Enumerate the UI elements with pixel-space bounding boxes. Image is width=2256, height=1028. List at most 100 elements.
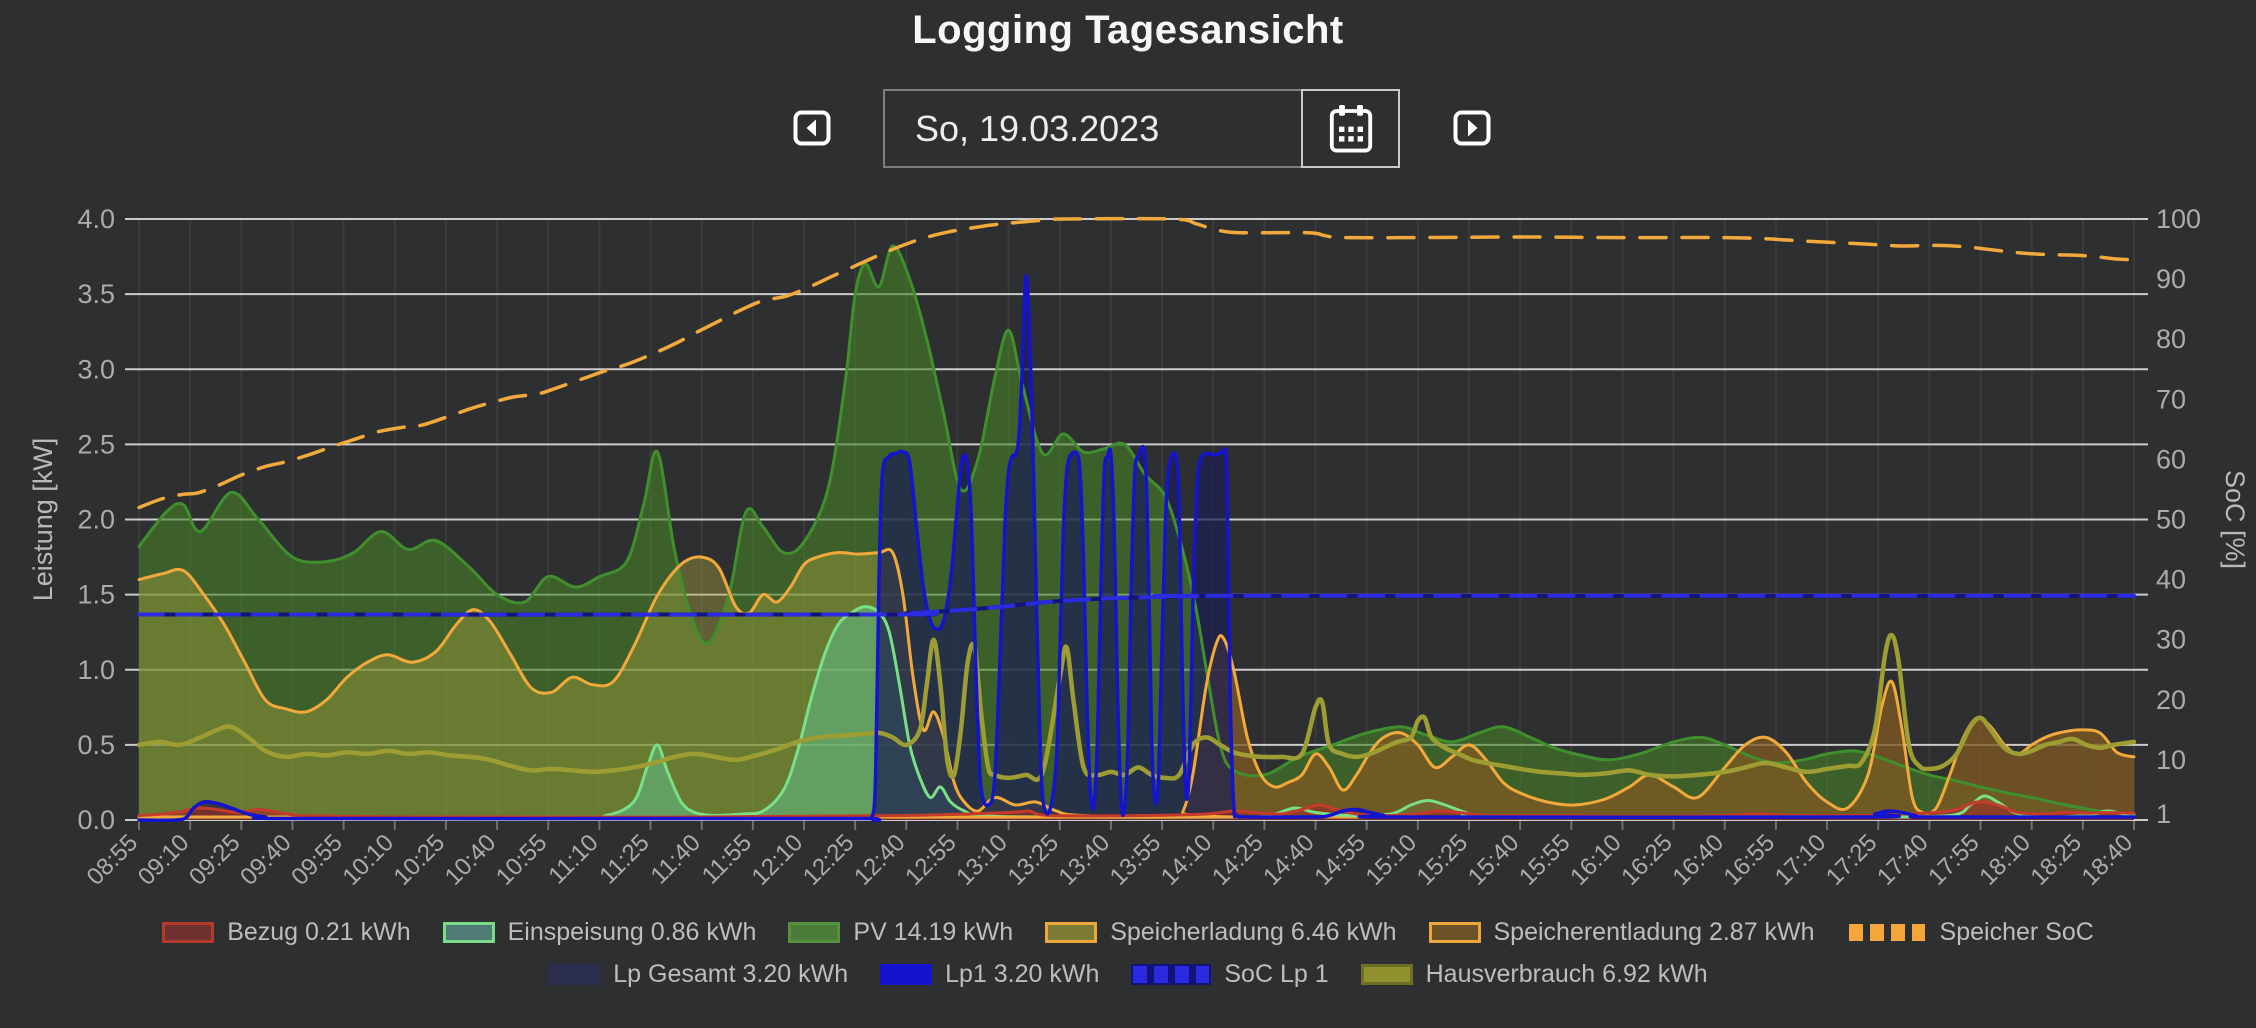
legend-swatch-speicherladung	[1045, 922, 1098, 943]
legend-row-1: Bezug 0.21 kWh Einspeisung 0.86 kWh PV 14.…	[162, 918, 2094, 947]
soc-tick-label: 80	[2156, 324, 2186, 354]
plot-area	[137, 216, 2136, 822]
legend-swatch-bezug	[162, 922, 215, 943]
x-tick-label: 09:40	[235, 829, 297, 891]
legend-swatch-lp1	[880, 964, 933, 985]
calendar-icon	[1329, 104, 1372, 153]
soc-tick-label: 70	[2156, 384, 2186, 414]
series-line-bezug	[137, 800, 2136, 819]
legend-label-einspeisung: Einspeisung 0.86 kWh	[507, 918, 757, 946]
series-fill-speicherladung	[139, 549, 2134, 820]
kw-tick-label: 0.5	[77, 730, 115, 760]
x-tick-label: 14:10	[1156, 829, 1218, 891]
next-day-button[interactable]	[1453, 110, 1491, 146]
right-axis-title: SoC [%]	[2220, 470, 2250, 569]
x-tick-label: 16:25	[1616, 829, 1678, 891]
x-tick-label: 11:25	[594, 829, 654, 889]
legend-swatch-hausverbrauch	[1360, 964, 1413, 985]
x-tick-label: 18:25	[2025, 829, 2087, 891]
legend-item-lp_gesamt[interactable]: Lp Gesamt 3.20 kWh	[548, 960, 848, 989]
x-tick-label: 09:10	[133, 829, 195, 891]
x-tick-label: 11:55	[697, 829, 757, 889]
x-tick-label: 13:40	[1054, 829, 1116, 891]
x-tick-label: 09:55	[286, 829, 348, 891]
x-tick-label: 17:40	[1872, 829, 1934, 891]
legend-item-soc_lp1[interactable]: SoC Lp 1	[1131, 960, 1329, 989]
x-tick-label: 09:25	[184, 829, 246, 891]
legend-label-hausverbrauch: Hausverbrauch 6.92 kWh	[1425, 960, 1708, 988]
x-tick-label: 14:25	[1207, 829, 1269, 891]
x-tick-label: 17:25	[1821, 829, 1883, 891]
legend-swatch-pv	[788, 922, 841, 943]
x-tick-label: 10:25	[389, 829, 451, 891]
soc-axis-tick-labels: 1 10 20 30 40 50 60 70 80 90 100	[2156, 204, 2201, 829]
x-tick-label: 14:55	[1309, 829, 1371, 891]
x-tick-label: 08:55	[82, 829, 144, 891]
x-tick-label: 13:25	[1002, 829, 1064, 891]
legend-swatch-lp_gesamt	[548, 964, 601, 985]
soc-tick-label: 40	[2156, 565, 2186, 595]
x-axis-tick-labels: 08:5509:1009:2509:4009:5510:1010:2510:40…	[82, 829, 2139, 891]
x-tick-label: 15:55	[1514, 829, 1576, 891]
date-input[interactable]: So, 19.03.2023	[883, 89, 1303, 168]
left-axis-title: Leistung [kW]	[28, 438, 58, 602]
x-tick-label: 11:10	[543, 829, 603, 889]
x-tick-label: 11:40	[646, 829, 706, 889]
legend-item-pv[interactable]: PV 14.19 kWh	[788, 918, 1013, 947]
x-tick-label: 16:10	[1565, 829, 1627, 891]
legend-item-hausverbrauch[interactable]: Hausverbrauch 6.92 kWh	[1360, 960, 1708, 989]
previous-day-button[interactable]	[793, 110, 831, 146]
legend-swatch-speicher_soc	[1846, 922, 1927, 943]
legend-label-pv: PV 14.19 kWh	[853, 918, 1014, 946]
legend-item-speicherentladung[interactable]: Speicherentladung 2.87 kWh	[1428, 918, 1815, 947]
series-line-pv	[137, 244, 2136, 816]
x-tick-label: 14:40	[1258, 829, 1320, 891]
kw-tick-label: 2.0	[77, 505, 115, 535]
calendar-button[interactable]	[1301, 89, 1400, 168]
x-tick-label: 12:25	[798, 829, 860, 891]
date-value: So, 19.03.2023	[915, 107, 1160, 149]
kw-tick-label: 0.0	[77, 805, 115, 835]
legend-swatch-einspeisung	[442, 922, 495, 943]
legend-label-speicherladung: Speicherladung 6.46 kWh	[1110, 918, 1397, 946]
x-tick-label: 18:10	[1974, 829, 2036, 891]
soc-tick-label: 100	[2156, 204, 2201, 234]
series-line-speicher_soc	[137, 216, 2136, 510]
x-tick-label: 15:25	[1412, 829, 1474, 891]
soc-tick-label: 10	[2156, 745, 2186, 775]
legend-item-speicher_soc[interactable]: Speicher SoC	[1846, 918, 2094, 947]
legend-item-lp1[interactable]: Lp1 3.20 kWh	[880, 960, 1099, 989]
soc-tick-label: 20	[2156, 685, 2186, 715]
legend-item-bezug[interactable]: Bezug 0.21 kWh	[162, 918, 411, 947]
legend-label-speicherentladung: Speicherentladung 2.87 kWh	[1493, 918, 1815, 946]
page-title: Logging Tagesansicht	[912, 8, 1344, 52]
x-tick-label: 17:55	[1923, 829, 1985, 891]
chart-legend: Bezug 0.21 kWh Einspeisung 0.86 kWh PV 14.…	[0, 918, 2256, 989]
legend-item-einspeisung[interactable]: Einspeisung 0.86 kWh	[442, 918, 757, 947]
x-tick-label: 15:40	[1463, 829, 1525, 891]
chevron-left-icon	[793, 110, 831, 146]
kw-tick-label: 2.5	[77, 429, 115, 459]
legend-label-speicher_soc: Speicher SoC	[1939, 918, 2094, 946]
x-tick-label: 17:10	[1770, 829, 1832, 891]
kw-tick-label: 1.0	[77, 655, 115, 685]
soc-tick-label: 1	[2156, 799, 2171, 829]
legend-item-speicherladung[interactable]: Speicherladung 6.46 kWh	[1045, 918, 1397, 947]
legend-label-lp_gesamt: Lp Gesamt 3.20 kWh	[613, 960, 849, 988]
x-tick-label: 10:55	[491, 829, 553, 891]
x-tick-label: 13:10	[951, 829, 1013, 891]
legend-swatch-soc_lp1	[1131, 964, 1212, 985]
x-tick-label: 13:55	[1105, 829, 1167, 891]
x-tick-label: 15:10	[1360, 829, 1422, 891]
soc-tick-label: 90	[2156, 264, 2186, 294]
kw-tick-label: 1.5	[77, 580, 115, 610]
series-fill-lp_gesamt	[139, 275, 2134, 821]
soc-tick-label: 60	[2156, 444, 2186, 474]
x-tick-label: 12:10	[747, 829, 809, 891]
x-tick-label: 10:10	[337, 829, 399, 891]
legend-label-lp1: Lp1 3.20 kWh	[945, 960, 1100, 988]
soc-tick-label: 30	[2156, 625, 2186, 655]
date-picker-group: So, 19.03.2023	[883, 89, 1400, 168]
